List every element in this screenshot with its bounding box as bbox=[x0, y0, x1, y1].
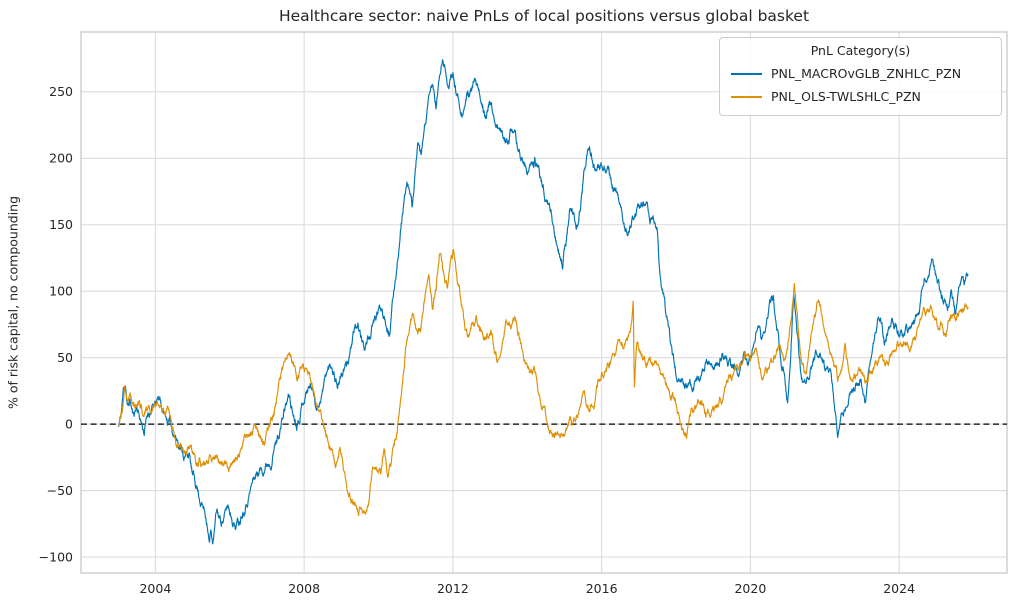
y-tick-label: 200 bbox=[49, 151, 73, 166]
y-tick-label: 250 bbox=[49, 84, 73, 99]
x-tick-label: 2008 bbox=[288, 581, 320, 596]
x-tick-label: 2020 bbox=[734, 581, 766, 596]
y-tick-label: 50 bbox=[57, 350, 73, 365]
y-tick-label: −100 bbox=[39, 549, 73, 564]
legend-line-swatch bbox=[731, 72, 762, 75]
y-tick-label: 100 bbox=[49, 284, 73, 299]
x-tick-label: 2024 bbox=[883, 581, 915, 596]
series-line-PNL_OLS-TWLSHLC_PZN bbox=[118, 248, 969, 517]
y-tick-label: −50 bbox=[47, 483, 73, 498]
legend-line-swatch bbox=[731, 95, 762, 98]
x-tick-label: 2012 bbox=[437, 581, 469, 596]
x-tick-label: 2004 bbox=[139, 581, 171, 596]
legend-entry-label: PNL_MACROvGLB_ZNHLC_PZN bbox=[771, 66, 962, 81]
x-tick-label: 2016 bbox=[586, 581, 618, 596]
chart-title: Healthcare sector: naive PnLs of local p… bbox=[278, 7, 810, 25]
y-tick-label: 150 bbox=[49, 217, 73, 232]
series-line-PNL_MACROvGLB_ZNHLC_PZN bbox=[117, 59, 969, 545]
axes-spines bbox=[80, 31, 1008, 574]
legend-entry: PNL_MACROvGLB_ZNHLC_PZN bbox=[728, 62, 993, 85]
legend-title: PnL Category(s) bbox=[810, 43, 911, 58]
legend-entries: PNL_MACROvGLB_ZNHLC_PZN PNL_OLS-TWLSHLC_P… bbox=[728, 62, 993, 108]
legend-entry-label: PNL_OLS-TWLSHLC_PZN bbox=[771, 89, 921, 104]
legend-entry: PNL_OLS-TWLSHLC_PZN bbox=[728, 85, 993, 108]
y-tick-label: 0 bbox=[65, 416, 73, 431]
legend: PnL Category(s) PNL_MACROvGLB_ZNHLC_PZN P… bbox=[719, 37, 1002, 116]
